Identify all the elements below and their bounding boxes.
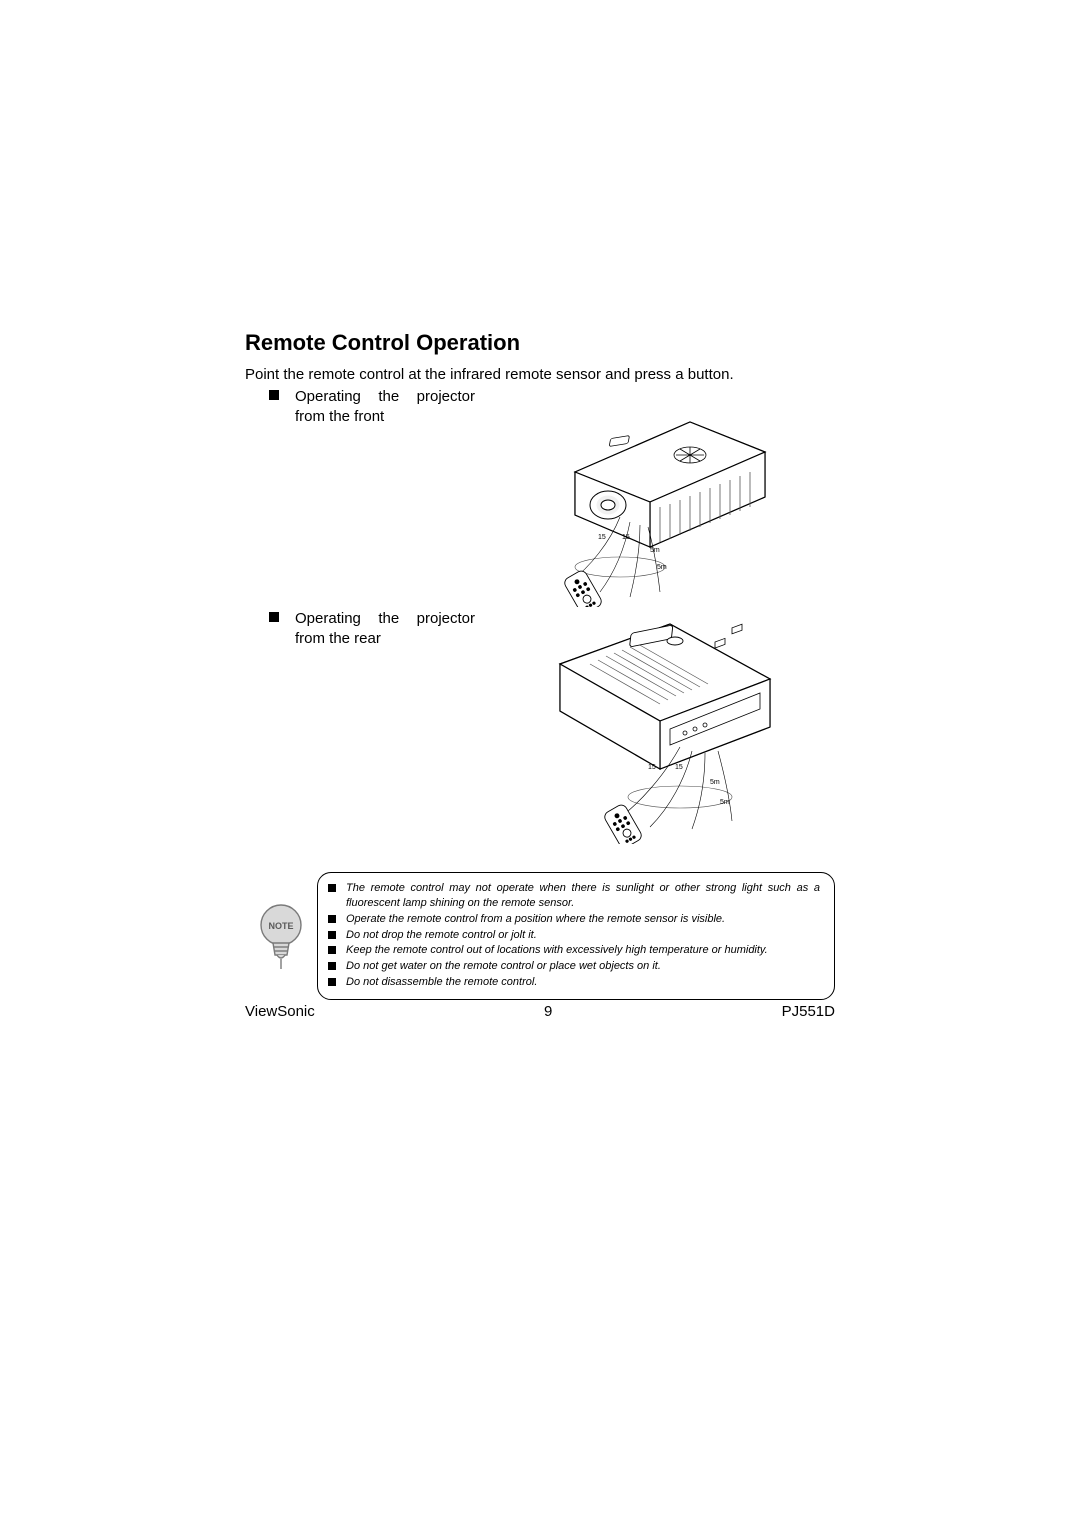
front-text: Operating the projector from the front [295,387,475,428]
section-heading: Remote Control Operation [245,330,835,356]
angle-label: 15 [622,534,630,541]
note-box: NOTE The remote control may not operate … [245,872,835,1000]
angle-label: 15 [648,764,656,771]
distance-label: 5m [710,779,720,786]
distance-label: 5m [657,564,667,571]
note-text: Do not drop the remote control or jolt i… [346,928,820,943]
note-label: NOTE [268,921,293,931]
note-bulb-icon: NOTE [255,897,307,975]
bullet-icon [328,978,336,986]
bullet-icon [328,946,336,954]
projector-rear-figure: 15 15 5m 5m [475,609,835,844]
bullet-icon [328,884,336,892]
bullet-icon [328,915,336,923]
note-item: The remote control may not operate when … [328,881,820,911]
bullet-icon [269,612,279,622]
bullet-icon [328,962,336,970]
footer-page-number: 9 [544,1003,552,1020]
angle-label: 15 [675,764,683,771]
note-text: Do not disassemble the remote control. [346,975,820,990]
note-item: Do not get water on the remote control o… [328,959,820,974]
note-text: Keep the remote control out of locations… [346,943,820,958]
distance-label: 5m [720,799,730,806]
angle-label: 15 [598,534,606,541]
section-front: Operating the projector from the front [245,387,835,607]
note-item: Do not drop the remote control or jolt i… [328,928,820,943]
projector-rear-icon: 15 15 5m 5m [520,609,790,844]
rear-text: Operating the projector from the rear [295,609,475,650]
footer-brand: ViewSonic [245,1003,315,1020]
page-footer: ViewSonic 9 PJ551D [245,1003,835,1020]
distance-label: 5m [650,547,660,554]
footer-model: PJ551D [782,1003,835,1020]
projector-front-figure: 15 15 5m 5m [475,387,835,607]
projector-front-icon: 15 15 5m 5m [520,387,790,607]
note-text: The remote control may not operate when … [346,881,820,911]
bullet-icon [328,931,336,939]
note-item: Do not disassemble the remote control. [328,975,820,990]
section-rear: Operating the projector from the rear [245,609,835,844]
note-text: Do not get water on the remote control o… [346,959,820,974]
intro-text: Point the remote control at the infrared… [245,366,835,383]
bullet-icon [269,390,279,400]
note-item: Keep the remote control out of locations… [328,943,820,958]
note-text: Operate the remote control from a positi… [346,912,820,927]
note-item: Operate the remote control from a positi… [328,912,820,927]
